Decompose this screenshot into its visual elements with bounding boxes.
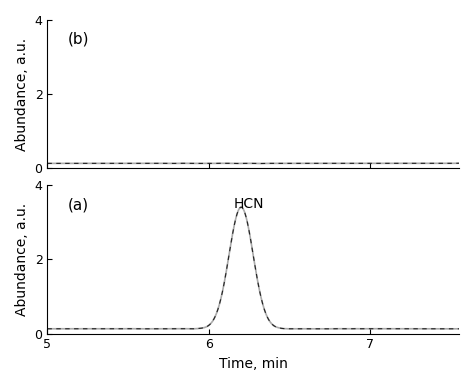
Y-axis label: Abundance, a.u.: Abundance, a.u. [15, 37, 29, 151]
X-axis label: Time, min: Time, min [219, 357, 288, 371]
Text: (b): (b) [68, 32, 90, 47]
Text: (a): (a) [68, 197, 89, 212]
Y-axis label: Abundance, a.u.: Abundance, a.u. [15, 203, 29, 316]
Text: HCN: HCN [234, 196, 264, 211]
